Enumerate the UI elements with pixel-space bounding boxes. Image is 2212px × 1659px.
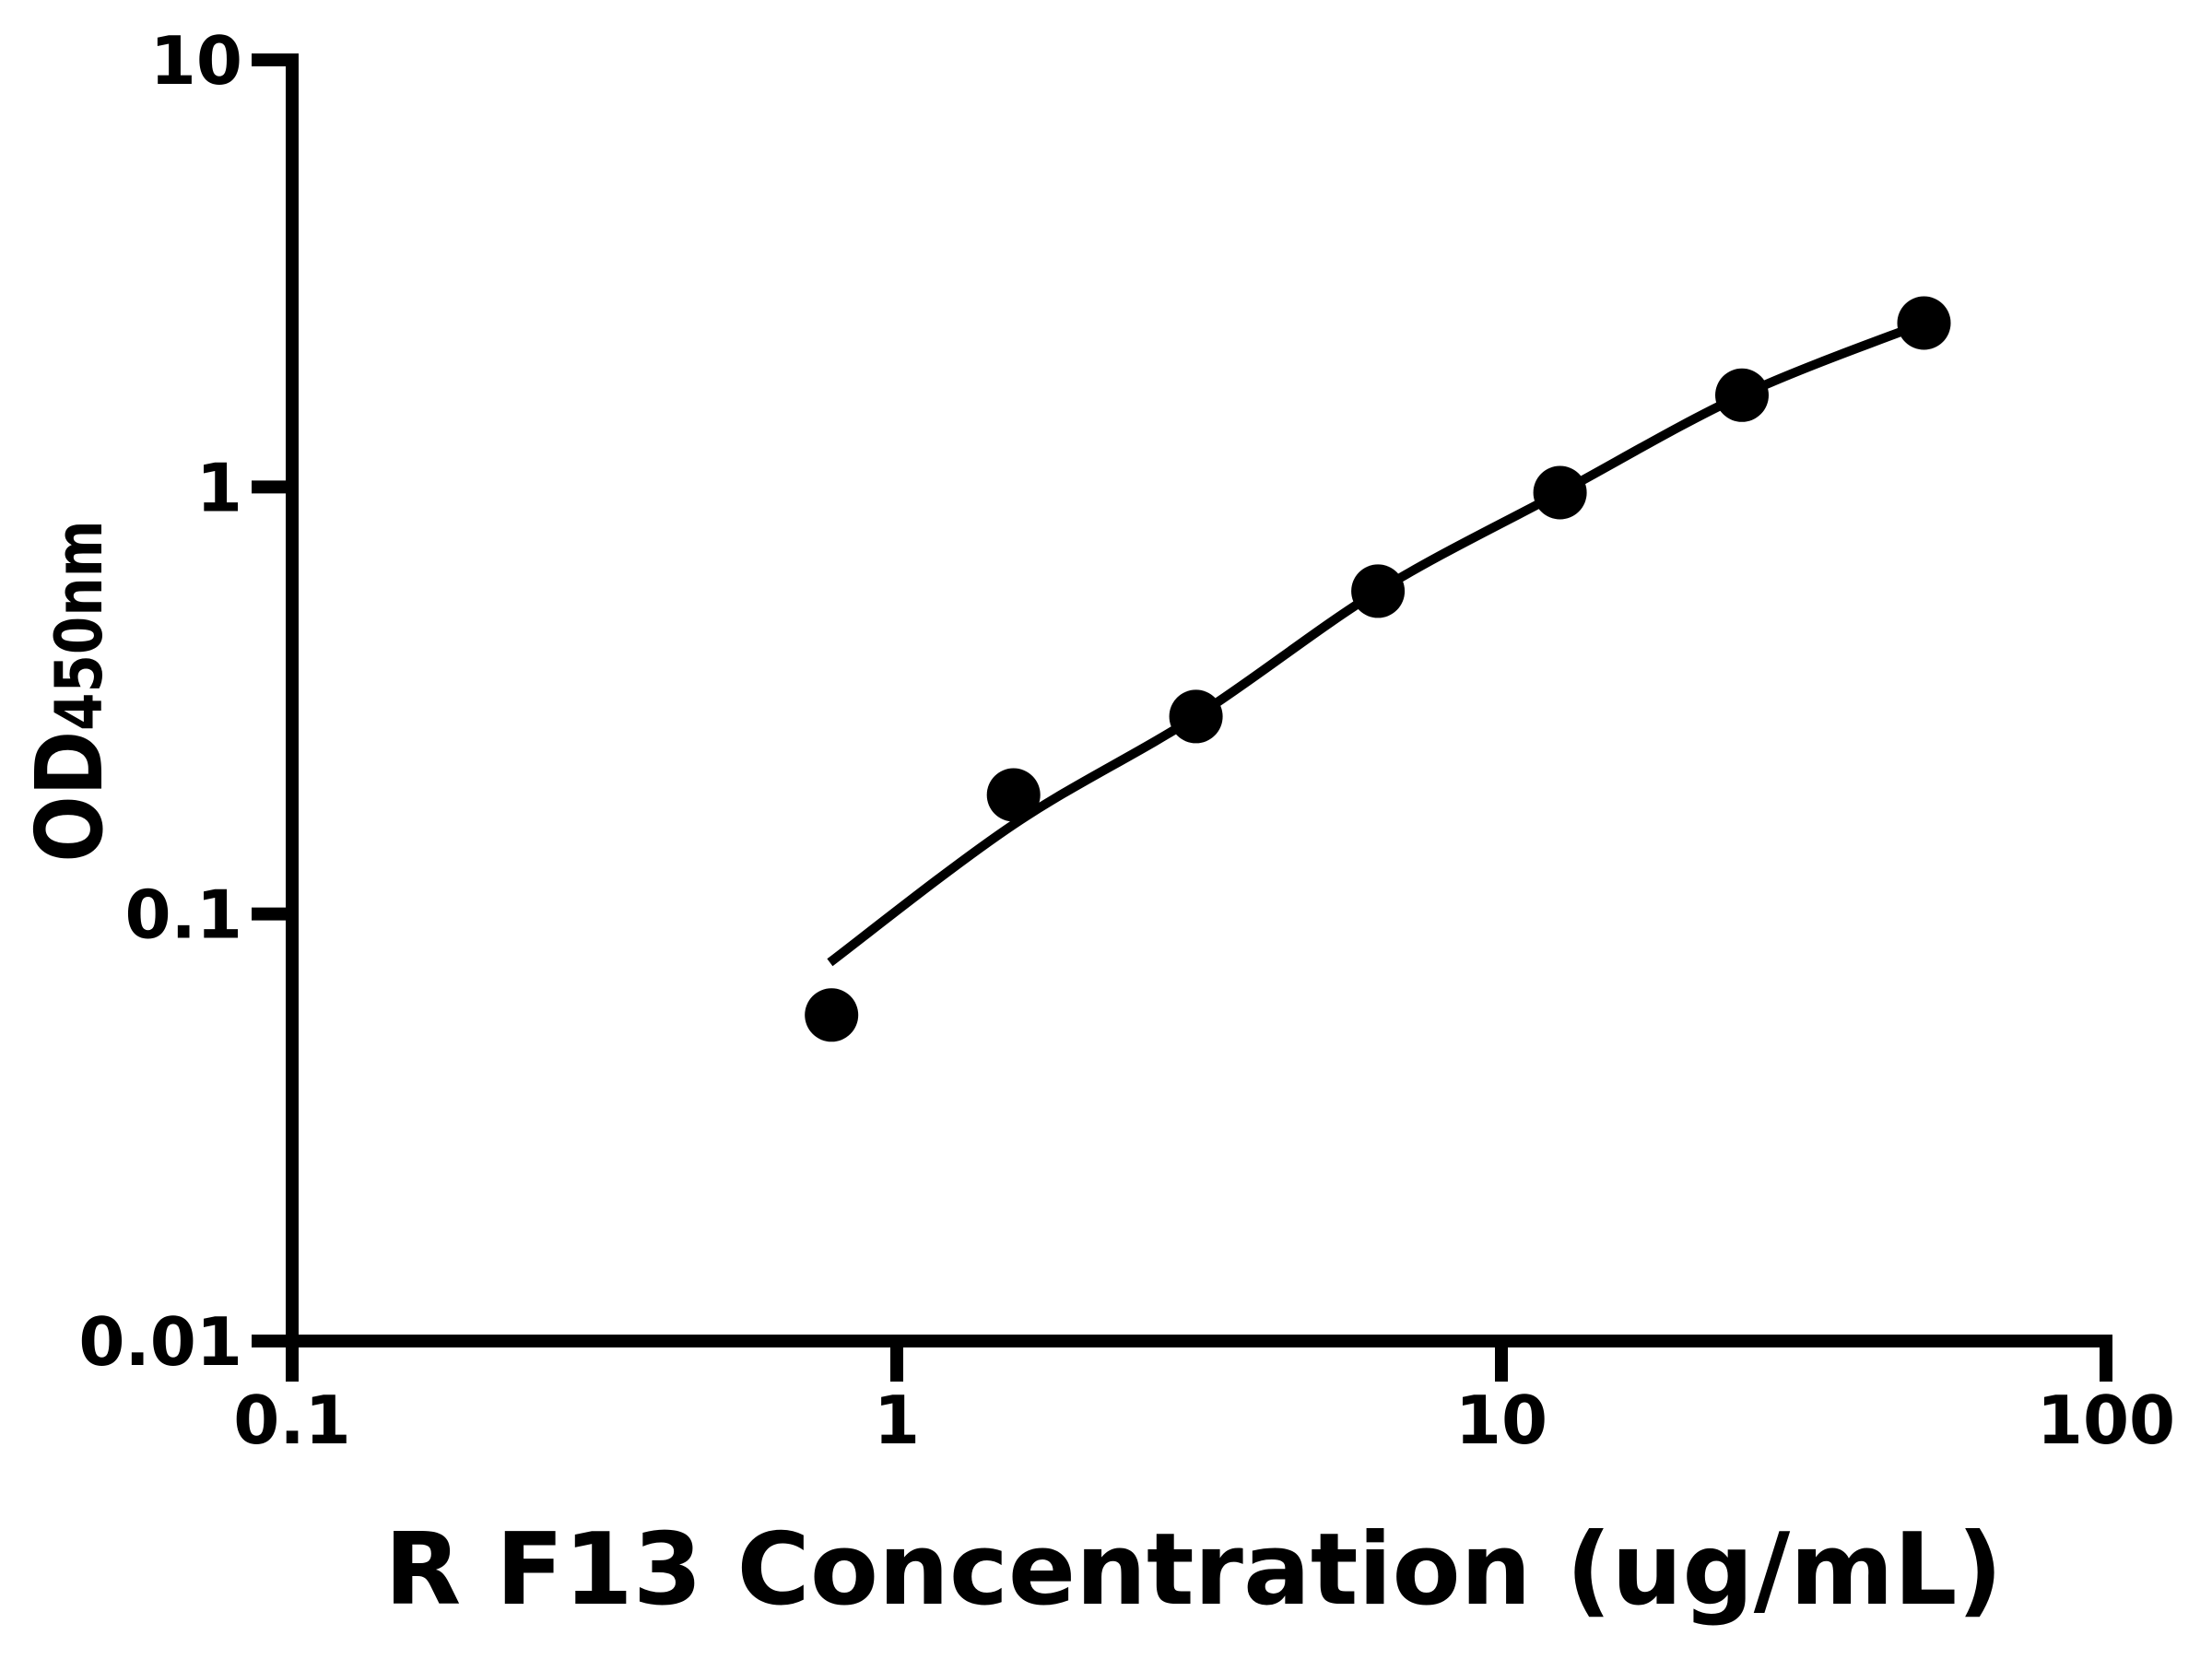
y-axis-title-subscript: 450nm [42, 520, 117, 731]
x-tick-label: 10 [1455, 1382, 1547, 1459]
data-point [1533, 465, 1587, 520]
data-point [1351, 564, 1406, 618]
y-tick-label: 0.01 [78, 1303, 242, 1381]
data-point [986, 768, 1041, 822]
x-axis-title: R F13 Concentration (ug/mL) [384, 1512, 2003, 1628]
y-tick-label: 0.1 [124, 877, 242, 954]
axis-ticks [252, 53, 2112, 1382]
x-tick-label: 1 [874, 1382, 920, 1459]
fit-curve-layer [827, 318, 1926, 967]
axes [286, 53, 2112, 1347]
fit-curve-path [827, 318, 1926, 967]
data-point [1897, 296, 1951, 350]
x-tick-label: 0.1 [233, 1382, 351, 1459]
y-tick-label: 1 [196, 449, 242, 526]
x-tick-label: 100 [2037, 1382, 2175, 1459]
y-tick-label: 10 [150, 22, 242, 100]
data-point-layer [805, 296, 1951, 1042]
data-point [1169, 689, 1223, 744]
data-point [1715, 368, 1769, 422]
data-point [805, 988, 859, 1042]
y-axis-title: OD450nm [16, 520, 123, 862]
y-axis-title-main: OD [16, 731, 123, 863]
